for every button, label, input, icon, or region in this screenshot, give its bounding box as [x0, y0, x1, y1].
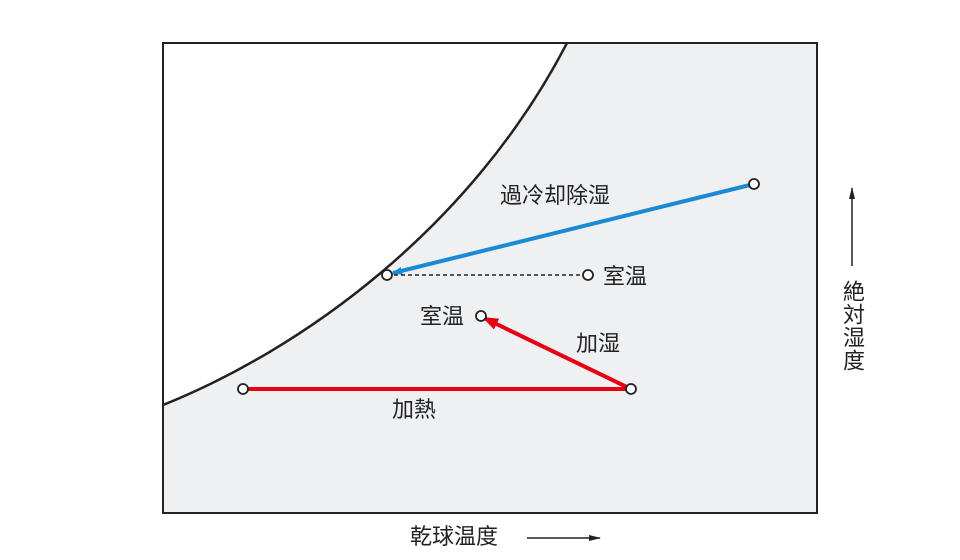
- label: 加熱: [392, 398, 437, 423]
- label: 室温: [603, 265, 648, 290]
- cool-arrow: [392, 182, 755, 275]
- saturation-curve: [162, 42, 569, 407]
- y-axis-label: 絶対湿度: [839, 280, 864, 372]
- point: [237, 383, 249, 395]
- frame: [162, 42, 818, 514]
- point: [748, 178, 760, 190]
- region: [163, 43, 817, 513]
- label: 加湿: [576, 332, 621, 357]
- point: [625, 383, 637, 395]
- humidify-arrow: [482, 316, 632, 391]
- x-axis-label: 乾球温度: [410, 525, 499, 550]
- label: 過冷却除湿: [500, 184, 611, 209]
- point: [381, 269, 393, 281]
- label: 室温: [420, 305, 465, 330]
- points: [237, 178, 760, 395]
- point: [475, 310, 487, 322]
- point: [582, 269, 594, 281]
